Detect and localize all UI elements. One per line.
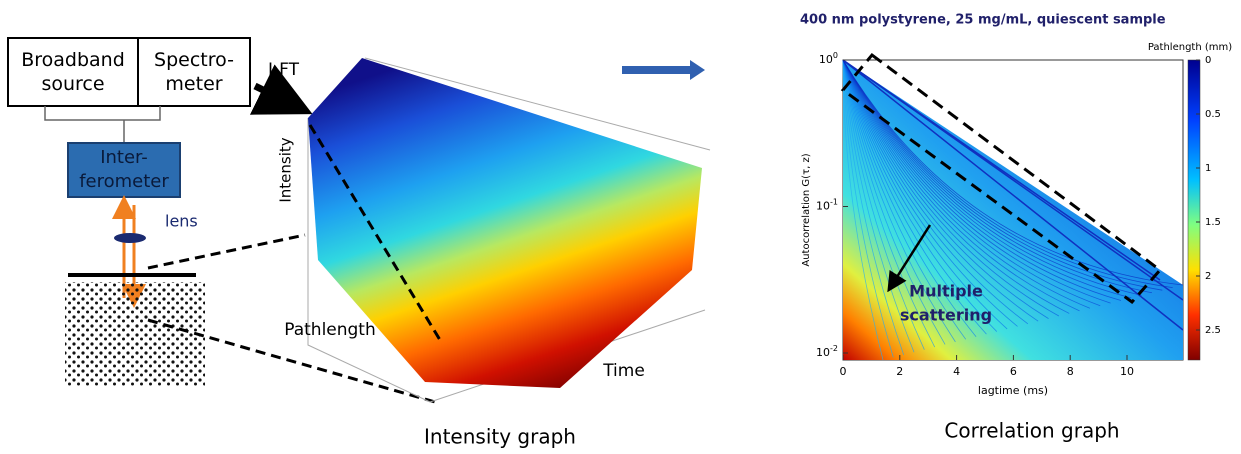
lens bbox=[114, 233, 146, 243]
curve-fan bbox=[843, 60, 1183, 360]
curve bbox=[842, 59, 1060, 317]
curve bbox=[842, 59, 1049, 319]
curve bbox=[842, 59, 1039, 322]
curve bbox=[842, 59, 967, 340]
x-tick-label: 0 bbox=[840, 365, 847, 378]
colorbar-tick-label: 0.5 bbox=[1205, 109, 1221, 120]
curve bbox=[842, 59, 1184, 286]
colorbar-title: Pathlength (mm) bbox=[1148, 42, 1232, 53]
colorbar-tick-label: 1.5 bbox=[1205, 217, 1221, 228]
annotation-line: Multiple bbox=[909, 282, 983, 301]
curve-edge bbox=[842, 59, 1184, 331]
ift-label: I-FT bbox=[268, 60, 300, 80]
source-label: Broadband source bbox=[21, 49, 125, 95]
intensity-axis-label: Intensity bbox=[277, 137, 295, 202]
slice-line bbox=[308, 124, 442, 341]
time-axis-label: Time bbox=[602, 361, 645, 381]
x-tick-label: 6 bbox=[1010, 365, 1017, 378]
x-tick-label: 8 bbox=[1067, 365, 1074, 378]
y-tick-label: 10-2 bbox=[816, 344, 838, 360]
zoom-lines bbox=[147, 233, 436, 404]
curve bbox=[842, 59, 936, 348]
annotation-arrow bbox=[887, 224, 932, 293]
flow-arrow bbox=[622, 60, 705, 80]
colorbar-tick-label: 2 bbox=[1205, 271, 1211, 282]
tick-base: 10 bbox=[816, 200, 830, 213]
interferometer-box bbox=[67, 142, 181, 198]
curve bbox=[842, 59, 1018, 327]
x-tick-label: 4 bbox=[953, 365, 960, 378]
curve bbox=[842, 59, 915, 353]
correlation-caption: Correlation graph bbox=[944, 419, 1119, 443]
colorbar-tick-label: 2.5 bbox=[1205, 325, 1221, 336]
tick-base: 10 bbox=[816, 346, 830, 359]
surface-3d bbox=[308, 58, 702, 388]
curve bbox=[842, 59, 1142, 296]
spectrometer-label: Spectro-meter bbox=[154, 49, 234, 95]
curve bbox=[842, 59, 977, 337]
curve bbox=[842, 59, 956, 343]
curve bbox=[842, 59, 1070, 314]
x-tick-label: 10 bbox=[1120, 365, 1134, 378]
tick-exp: 0 bbox=[833, 51, 838, 60]
curve bbox=[842, 59, 905, 355]
curve bbox=[842, 59, 894, 358]
x-axis-label: lagtime (ms) bbox=[978, 384, 1048, 397]
tick-exp: -1 bbox=[830, 197, 838, 206]
intensity-caption: Intensity graph bbox=[424, 425, 576, 449]
tick-exp: -2 bbox=[830, 344, 838, 353]
tick-base: 10 bbox=[819, 53, 833, 66]
interferometer-label: Inter-ferometer bbox=[79, 147, 169, 192]
connector bbox=[44, 106, 161, 143]
sample bbox=[65, 282, 205, 387]
colorbar-tick-label: 1 bbox=[1205, 163, 1211, 174]
y-axis-label: Autocorrelation G(τ, z) bbox=[801, 153, 812, 266]
pathlength-axis-label: Pathlength bbox=[284, 320, 376, 340]
curve bbox=[842, 59, 946, 345]
correlation-title: 400 nm polystyrene, 25 mg/mL, quiescent … bbox=[800, 13, 1166, 28]
curve bbox=[842, 59, 925, 350]
curve-bundle bbox=[842, 59, 1184, 361]
y-tick-label: 100 bbox=[819, 51, 838, 67]
curve bbox=[842, 59, 1132, 299]
source-box bbox=[7, 37, 139, 107]
dashed-box bbox=[840, 52, 1163, 305]
curve bbox=[842, 59, 1029, 325]
curve bbox=[842, 59, 1122, 301]
colorbar-tick-label: 0 bbox=[1205, 55, 1211, 66]
spectrometer-box bbox=[137, 37, 251, 107]
x-tick-label: 2 bbox=[896, 365, 903, 378]
lens-label: lens bbox=[165, 212, 198, 231]
colorbar bbox=[1187, 59, 1201, 361]
curve bbox=[842, 59, 884, 361]
y-tick-label: 10-1 bbox=[816, 197, 838, 213]
curve bbox=[842, 59, 1163, 291]
annotation-line: scattering bbox=[900, 306, 992, 325]
ift-arrow bbox=[249, 64, 313, 115]
curve bbox=[842, 59, 987, 335]
